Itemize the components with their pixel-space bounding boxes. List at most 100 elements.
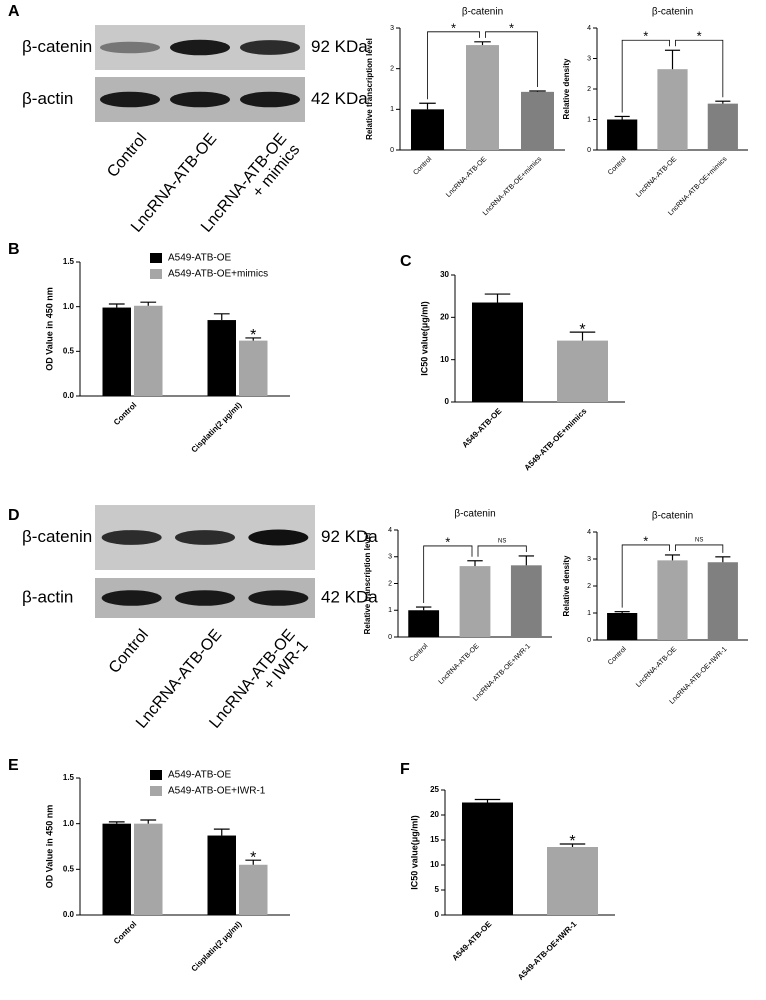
y-axis-label: IC50 value(μg/ml)	[409, 815, 419, 890]
y-axis-label: IC50 value(μg/ml)	[419, 301, 429, 376]
bar	[607, 613, 638, 640]
x-tick-label: Control	[607, 155, 628, 176]
panel-label: F	[400, 761, 410, 778]
bar	[657, 69, 688, 150]
blot-size-label: 92 KDa	[311, 37, 368, 56]
significance-label: *	[445, 534, 450, 549]
bar	[521, 91, 554, 150]
x-tick-label: Control	[112, 920, 138, 946]
chart-title: β-catenin	[652, 511, 693, 522]
bar	[466, 45, 499, 150]
y-tick-label: 3	[587, 556, 591, 563]
bar	[207, 320, 236, 396]
significance-bracket	[485, 31, 538, 88]
bar	[547, 847, 598, 915]
bar	[102, 823, 131, 915]
blot-band	[175, 530, 235, 545]
y-tick-label: 0	[388, 634, 392, 641]
y-tick-label: 0	[435, 910, 440, 919]
y-axis-label: OD Value in 450 nm	[44, 287, 54, 371]
bar	[707, 562, 738, 640]
y-tick-label: 4	[388, 527, 392, 534]
x-tick-label: LncRNA-ATB-OE+mimics	[667, 155, 729, 217]
legend-label: A549-ATB-OE+mimics	[168, 269, 268, 280]
blot-band	[170, 91, 230, 108]
significance-label: *	[643, 533, 648, 548]
y-tick-label: 2	[390, 66, 394, 73]
blot-band	[248, 529, 309, 546]
bar	[459, 566, 491, 637]
bar	[707, 103, 738, 150]
y-tick-label: 0	[445, 397, 450, 406]
y-tick-label: 1	[587, 610, 591, 617]
bar	[239, 340, 268, 396]
significance-label: *	[643, 29, 648, 44]
y-tick-label: 30	[440, 270, 449, 279]
blot-band	[248, 590, 309, 606]
legend-label: A549-ATB-OE+IWR-1	[168, 786, 266, 797]
y-tick-label: 0.5	[63, 346, 75, 355]
x-tick-label: Control	[412, 155, 433, 176]
blot-row-label: β-catenin	[22, 37, 92, 56]
x-tick-label: A549-ATB-OE+IWR-1	[516, 919, 579, 982]
x-tick-label: LncRNA-ATB-OE	[438, 643, 481, 686]
x-tick-label: Control	[408, 642, 429, 663]
blot-row-label: β-catenin	[22, 527, 92, 546]
x-tick-label: Cisplatin(2 μg/ml)	[190, 919, 244, 973]
significance-label: *	[569, 833, 575, 850]
significance-label: *	[579, 321, 585, 338]
significance-label: *	[697, 29, 702, 44]
y-tick-label: 20	[430, 810, 439, 819]
blot-size-label: 42 KDa	[311, 89, 368, 108]
y-axis-label: OD Value in 450 nm	[44, 805, 54, 889]
lane-label: Control	[106, 626, 152, 676]
y-tick-label: 1	[390, 106, 394, 113]
y-axis-label: Relative transcription level	[363, 533, 372, 635]
blot-band	[100, 41, 160, 54]
x-tick-label: Cisplatin(2 μg/ml)	[190, 400, 244, 454]
x-tick-label: LncRNA-ATB-OE	[635, 646, 678, 689]
y-tick-label: 2	[587, 86, 591, 93]
bar	[472, 302, 523, 402]
x-tick-label: A549-ATB-OE+mimics	[523, 406, 589, 472]
blot-row-label: β-actin	[22, 587, 73, 606]
bar	[462, 802, 513, 915]
x-tick-label: LncRNA-ATB-OE+IWR-1	[472, 643, 532, 703]
significance-bracket	[427, 31, 480, 100]
significance-label: NS	[498, 539, 506, 545]
blot-size-label: 92 KDa	[321, 527, 378, 546]
bar	[510, 565, 542, 637]
y-tick-label: 25	[430, 785, 439, 794]
bar	[408, 610, 440, 637]
legend-swatch	[150, 253, 162, 263]
bar	[607, 119, 638, 150]
x-tick-label: A549-ATB-OE	[460, 406, 504, 450]
legend-swatch	[150, 770, 162, 780]
significance-bracket	[675, 39, 724, 98]
x-tick-label: Control	[607, 645, 628, 666]
panel-label: A	[8, 3, 20, 20]
blot-band	[170, 39, 230, 56]
bar	[102, 307, 131, 396]
blot-band	[101, 590, 162, 606]
legend-swatch	[150, 786, 162, 796]
significance-bracket	[621, 544, 670, 608]
y-tick-label: 10	[430, 860, 439, 869]
y-tick-label: 1.5	[63, 257, 75, 266]
significance-label: NS	[695, 538, 703, 544]
x-tick-label: LncRNA-ATB-OE	[445, 156, 488, 199]
y-tick-label: 10	[440, 355, 449, 364]
x-tick-label: Control	[112, 401, 138, 427]
significance-bracket	[675, 544, 724, 553]
legend-label: A549-ATB-OE	[168, 770, 231, 781]
y-tick-label: 0.0	[63, 910, 75, 919]
y-tick-label: 15	[430, 835, 439, 844]
y-tick-label: 2	[388, 580, 392, 587]
x-tick-label: LncRNA-ATB-OE+mimics	[482, 155, 544, 217]
y-tick-label: 1.5	[63, 773, 75, 782]
bar	[134, 305, 163, 396]
y-tick-label: 3	[390, 25, 394, 32]
significance-label: *	[250, 849, 256, 866]
y-tick-label: 0.5	[63, 864, 75, 873]
